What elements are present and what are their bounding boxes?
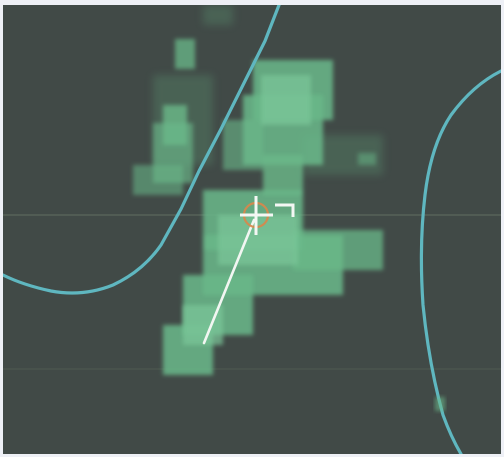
crosshair-icon[interactable] <box>240 196 295 235</box>
boundary-line-right <box>419 69 501 454</box>
boundary-line-left <box>3 5 281 295</box>
radar-display <box>3 5 501 454</box>
radar-canvas <box>3 5 501 454</box>
echo-blip <box>435 397 445 411</box>
echo-core <box>183 75 311 345</box>
heading-vector <box>202 218 256 345</box>
